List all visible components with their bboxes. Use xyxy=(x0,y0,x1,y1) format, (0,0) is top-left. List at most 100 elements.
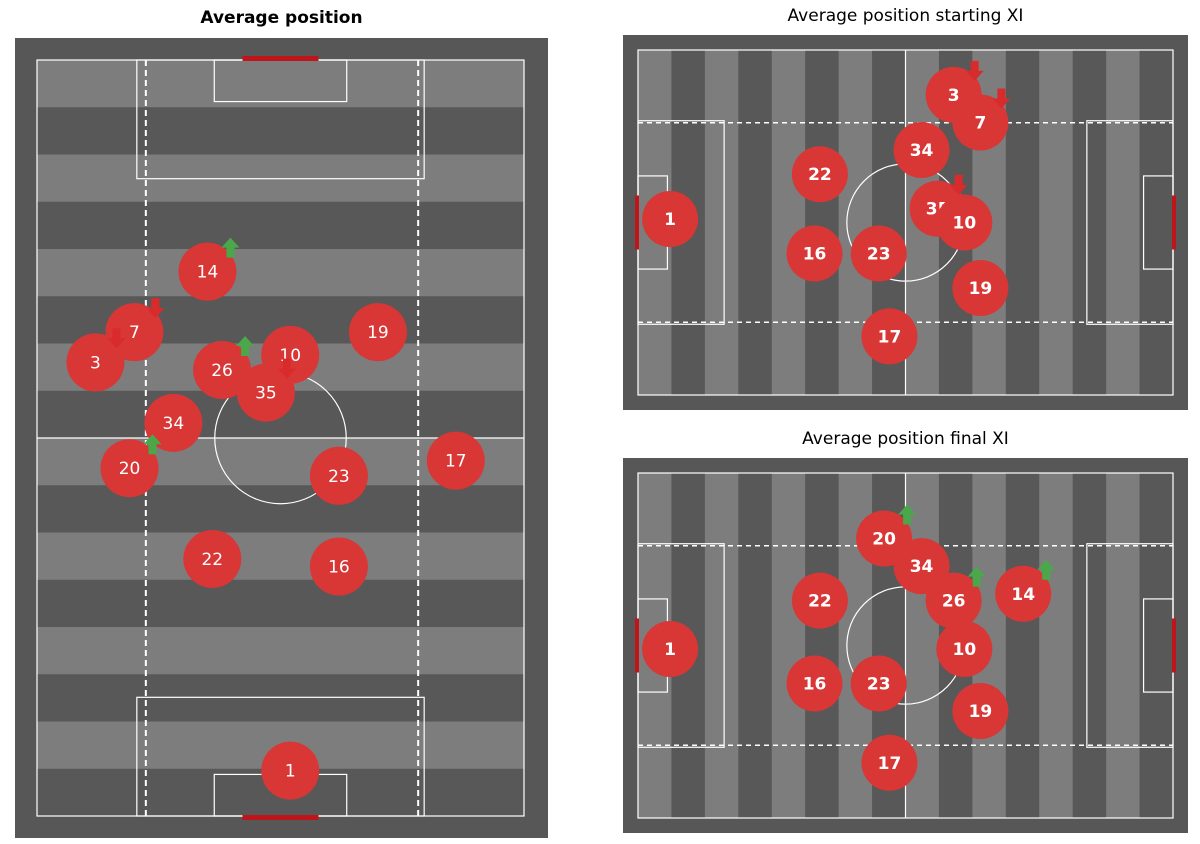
player-marker-22 xyxy=(183,529,242,588)
pitch-stripe xyxy=(771,50,806,395)
sub-on-arrow-icon xyxy=(1037,559,1056,580)
player-number-1: 1 xyxy=(664,640,676,660)
pitch-stripe xyxy=(1139,50,1174,395)
player-number-35: 35 xyxy=(255,384,277,404)
player-number-34: 34 xyxy=(910,557,934,577)
player-number-20: 20 xyxy=(872,530,896,550)
pitch-stripe xyxy=(37,485,524,533)
player-number-1: 1 xyxy=(285,762,296,782)
pitch-stripe xyxy=(704,50,739,395)
player-marker-26 xyxy=(193,340,252,399)
player-number-17: 17 xyxy=(878,327,902,347)
player-marker-17 xyxy=(426,431,485,490)
player-number-17: 17 xyxy=(878,754,902,774)
player-marker-34 xyxy=(144,393,203,452)
player-number-26: 26 xyxy=(942,592,966,612)
player-number-7: 7 xyxy=(974,113,986,133)
player-marker-16 xyxy=(309,537,368,596)
pitch-stripe xyxy=(37,674,524,722)
goal-left xyxy=(635,195,639,250)
chart-title-starting-xi: Average position starting XI xyxy=(787,6,1024,26)
pitch-stripe xyxy=(1139,473,1174,818)
goal-left xyxy=(635,618,639,673)
player-marker-14 xyxy=(995,565,1052,622)
sub-off-arrow-icon xyxy=(992,88,1011,109)
pitch-stripe xyxy=(37,532,524,581)
pitch-stripe xyxy=(37,60,524,108)
player-number-34: 34 xyxy=(910,141,934,161)
chart-title-final-xi: Average position final XI xyxy=(802,429,1009,449)
pitch-stripe xyxy=(1106,473,1141,818)
sub-off-arrow-icon xyxy=(107,328,126,349)
player-number-19: 19 xyxy=(367,323,389,343)
player-number-3: 3 xyxy=(90,353,101,373)
player-marker-7 xyxy=(105,303,164,362)
pitch-stripe xyxy=(771,473,806,818)
player-number-10: 10 xyxy=(953,214,977,234)
player-number-23: 23 xyxy=(867,245,891,265)
player-marker-34 xyxy=(893,122,950,179)
player-number-1: 1 xyxy=(664,210,676,230)
player-marker-3 xyxy=(66,333,125,392)
player-number-26: 26 xyxy=(211,361,233,381)
player-marker-10 xyxy=(936,620,993,677)
pitch-stripe xyxy=(1039,50,1074,395)
player-marker-22 xyxy=(791,146,848,203)
player-number-23: 23 xyxy=(328,467,350,487)
goal-right xyxy=(1172,618,1176,673)
pitch-stripe xyxy=(37,579,524,628)
sub-on-arrow-icon xyxy=(236,335,255,356)
player-marker-10 xyxy=(936,194,993,251)
sub-on-arrow-icon xyxy=(221,237,240,258)
sub-off-arrow-icon xyxy=(277,358,296,379)
player-marker-19 xyxy=(952,683,1009,740)
player-number-7: 7 xyxy=(129,323,140,343)
player-marker-16 xyxy=(786,225,843,282)
player-marker-20 xyxy=(100,439,159,498)
pitch-stripe xyxy=(1005,473,1040,818)
player-number-22: 22 xyxy=(808,592,832,612)
sub-on-arrow-icon xyxy=(967,566,986,587)
player-number-3: 3 xyxy=(948,86,960,106)
pitch-stripe xyxy=(738,50,773,395)
player-marker-23 xyxy=(309,446,368,505)
pitch-stripe xyxy=(704,473,739,818)
player-marker-22 xyxy=(791,572,848,629)
player-marker-1 xyxy=(642,191,699,248)
player-number-34: 34 xyxy=(163,414,185,434)
pitch-stripe xyxy=(738,473,773,818)
pitch-stripe xyxy=(37,249,524,297)
player-number-10: 10 xyxy=(953,640,977,660)
player-marker-16 xyxy=(786,655,843,712)
pitch-stripe xyxy=(37,107,524,155)
pitch-stripe xyxy=(1005,50,1040,395)
player-marker-19 xyxy=(348,303,407,362)
player-number-20: 20 xyxy=(119,459,141,479)
player-number-22: 22 xyxy=(201,550,223,570)
player-marker-1 xyxy=(261,741,320,800)
player-number-17: 17 xyxy=(445,452,467,472)
player-number-16: 16 xyxy=(803,674,827,694)
player-marker-26 xyxy=(925,572,982,629)
player-number-19: 19 xyxy=(969,279,993,299)
sub-off-arrow-icon xyxy=(949,174,968,195)
chart-title-average-position: Average position xyxy=(200,8,363,28)
player-marker-7 xyxy=(952,94,1009,151)
player-number-23: 23 xyxy=(867,674,891,694)
sub-off-arrow-icon xyxy=(146,298,165,319)
goal-bottom xyxy=(242,815,319,820)
pitch-stripe xyxy=(37,627,524,675)
player-number-16: 16 xyxy=(803,245,827,265)
pitch-stripe xyxy=(1072,473,1107,818)
pitch-stripe xyxy=(1039,473,1074,818)
player-marker-23 xyxy=(850,655,907,712)
player-number-14: 14 xyxy=(1011,585,1035,605)
player-number-16: 16 xyxy=(328,558,350,578)
pitch-final-xi: 20 34 22 26 14 1 10 16 23 19 17 xyxy=(623,458,1188,833)
player-marker-19 xyxy=(952,260,1009,317)
player-number-14: 14 xyxy=(197,263,219,283)
player-marker-14 xyxy=(178,242,237,301)
player-marker-17 xyxy=(861,734,918,791)
